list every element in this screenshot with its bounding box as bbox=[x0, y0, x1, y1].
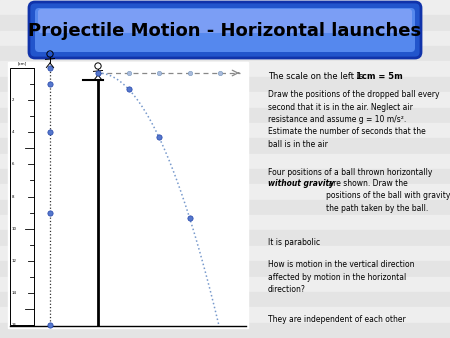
Text: Projectile Motion - Horizontal launches: Projectile Motion - Horizontal launches bbox=[28, 22, 422, 40]
Bar bbox=[0, 307, 450, 323]
Bar bbox=[0, 184, 450, 200]
Bar bbox=[0, 154, 450, 169]
Bar bbox=[0, 107, 450, 123]
Text: 14: 14 bbox=[12, 291, 17, 295]
FancyBboxPatch shape bbox=[29, 2, 421, 58]
Bar bbox=[10, 68, 34, 325]
Bar bbox=[0, 261, 450, 276]
Text: The scale on the left is: The scale on the left is bbox=[268, 72, 366, 81]
Bar bbox=[0, 169, 450, 184]
Text: 1cm = 5m: 1cm = 5m bbox=[356, 72, 402, 81]
Text: 4: 4 bbox=[12, 130, 14, 134]
Text: Draw the positions of the dropped ball every
second that it is in the air. Negle: Draw the positions of the dropped ball e… bbox=[268, 90, 439, 149]
Text: 12: 12 bbox=[12, 259, 17, 263]
Bar bbox=[0, 323, 450, 338]
Bar bbox=[0, 92, 450, 107]
Bar bbox=[0, 246, 450, 261]
Bar bbox=[0, 138, 450, 154]
FancyBboxPatch shape bbox=[38, 9, 412, 33]
Text: They are independent of each other: They are independent of each other bbox=[268, 315, 405, 324]
Bar bbox=[0, 292, 450, 307]
FancyBboxPatch shape bbox=[35, 8, 415, 52]
Text: How is motion in the vertical direction
affected by motion in the horizontal
dir: How is motion in the vertical direction … bbox=[268, 260, 414, 294]
Bar bbox=[0, 62, 450, 77]
Bar bbox=[8, 62, 248, 328]
Bar bbox=[0, 276, 450, 292]
Bar bbox=[0, 31, 450, 46]
Bar bbox=[0, 200, 450, 215]
Text: It is parabolic: It is parabolic bbox=[268, 238, 320, 247]
Bar bbox=[0, 0, 450, 15]
Text: 8: 8 bbox=[12, 194, 14, 198]
Text: 10: 10 bbox=[12, 226, 17, 231]
Text: are shown. Draw the
positions of the ball with gravity. Describe
the path taken : are shown. Draw the positions of the bal… bbox=[326, 179, 450, 213]
Text: 16: 16 bbox=[12, 323, 17, 327]
Bar bbox=[0, 15, 450, 31]
Bar bbox=[0, 231, 450, 246]
Bar bbox=[0, 77, 450, 92]
Text: 2: 2 bbox=[12, 98, 14, 102]
Bar bbox=[0, 46, 450, 62]
Bar bbox=[0, 215, 450, 231]
Bar bbox=[0, 123, 450, 138]
Text: [cm]: [cm] bbox=[18, 61, 27, 65]
Text: Four positions of a ball thrown horizontally: Four positions of a ball thrown horizont… bbox=[268, 168, 432, 190]
Text: without gravity: without gravity bbox=[268, 179, 334, 188]
Text: 6: 6 bbox=[12, 162, 14, 166]
